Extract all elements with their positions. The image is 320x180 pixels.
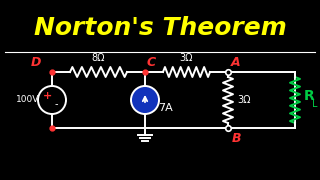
Text: 3Ω: 3Ω bbox=[237, 95, 251, 105]
Text: 3Ω: 3Ω bbox=[180, 53, 193, 63]
Text: Norton's Theorem: Norton's Theorem bbox=[34, 16, 286, 40]
Text: +: + bbox=[44, 91, 52, 101]
Text: 7A: 7A bbox=[158, 103, 172, 113]
Text: R: R bbox=[304, 89, 314, 103]
Text: -: - bbox=[54, 99, 58, 109]
Circle shape bbox=[131, 86, 159, 114]
Text: L: L bbox=[312, 99, 318, 109]
Text: A: A bbox=[231, 55, 241, 69]
Text: B: B bbox=[231, 132, 241, 145]
Text: 8Ω: 8Ω bbox=[92, 53, 105, 63]
Text: D: D bbox=[31, 55, 41, 69]
Text: 100V: 100V bbox=[16, 96, 40, 105]
Text: C: C bbox=[147, 55, 156, 69]
